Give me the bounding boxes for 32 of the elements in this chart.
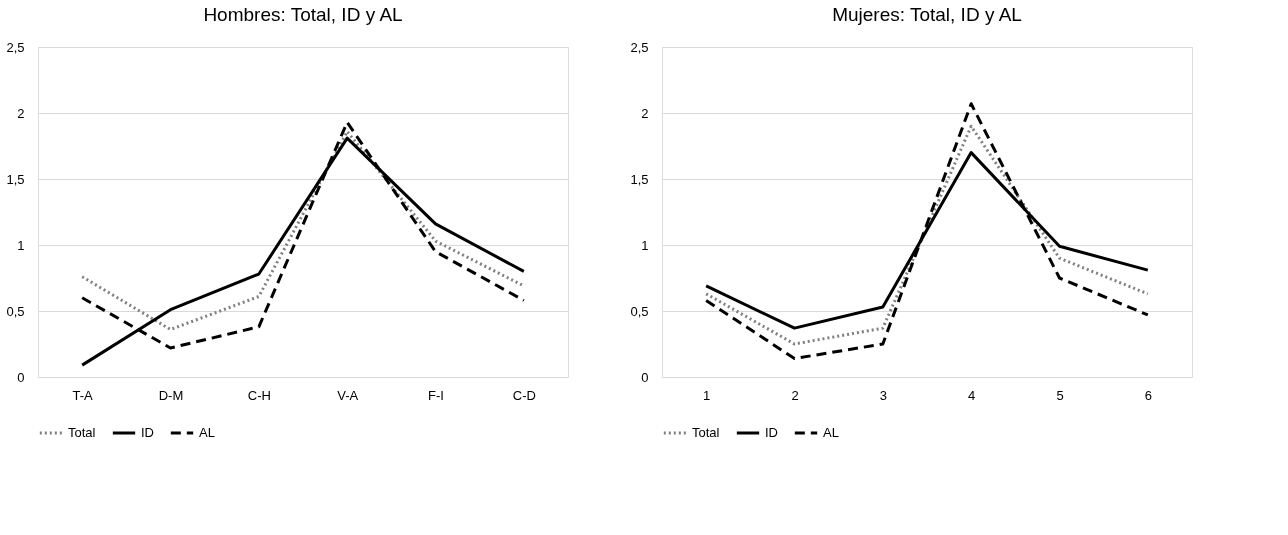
legend-label: ID [141,425,154,440]
chart-title: Mujeres: Total, ID y AL [832,4,1022,25]
chart-title: Hombres: Total, ID y AL [203,4,403,25]
legend-label: AL [823,425,839,440]
legend-label: ID [765,425,778,440]
y-tick-label: 2 [17,105,25,121]
y-tick-label: 0,5 [630,303,649,319]
legend-label: AL [199,425,215,440]
x-tick-label: 2 [791,387,799,403]
x-tick-label: 6 [1144,387,1152,403]
y-tick-label: 0 [17,369,25,385]
x-tick-label: 3 [879,387,887,403]
x-tick-label: 1 [703,387,711,403]
x-tick-label: T-A [72,387,94,403]
x-tick-label: 4 [968,387,976,403]
x-tick-label: V-A [337,387,359,403]
x-tick-label: 5 [1056,387,1064,403]
x-tick-label: C-D [512,387,536,403]
x-tick-label: F-I [428,387,444,403]
y-tick-label: 1 [641,237,649,253]
legend-label: Total [68,425,96,440]
x-tick-label: C-H [247,387,271,403]
y-tick-label: 2,5 [630,39,649,55]
y-tick-label: 2 [641,105,649,121]
y-tick-label: 2,5 [6,39,25,55]
legend-label: Total [692,425,720,440]
y-tick-label: 1 [17,237,25,253]
y-tick-label: 0 [641,369,649,385]
y-tick-label: 0,5 [6,303,25,319]
y-tick-label: 1,5 [630,171,649,187]
y-tick-label: 1,5 [6,171,25,187]
x-tick-label: D-M [158,387,184,403]
